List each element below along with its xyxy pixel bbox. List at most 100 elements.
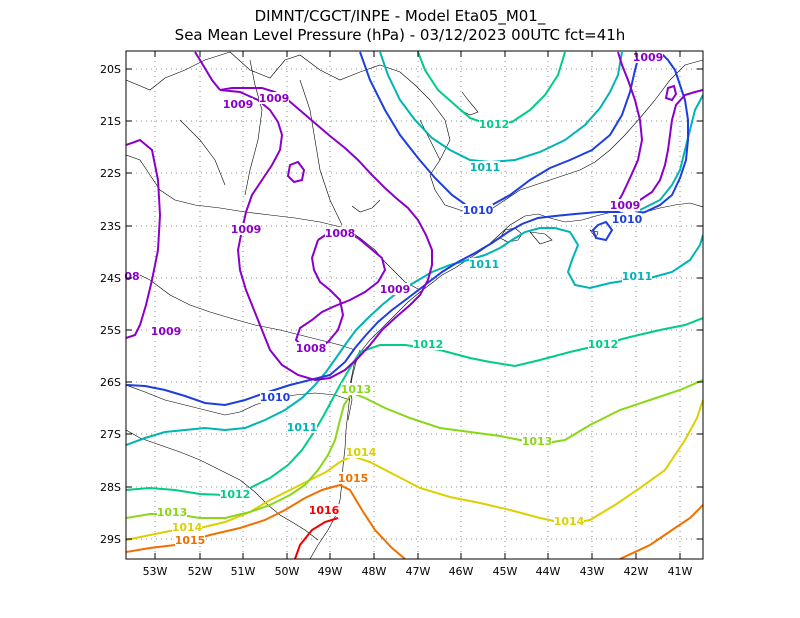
contour-label: 1015 [175,534,206,547]
contour-label: 08 [124,270,139,283]
lat-tick-label: 22S [100,167,121,180]
lat-tick-label: 28S [100,481,121,494]
isobar-1009-main [219,87,433,382]
contour-label-bg [287,421,317,433]
contour-label: 1011 [470,161,501,174]
contour-label: 1012 [413,338,444,351]
contour-label-bg [325,227,355,239]
contour-label: 1010 [260,391,291,404]
plot-frame [125,50,704,560]
lat-tick-label: 24S [100,272,121,285]
lat-tick-label: 27S [100,428,121,441]
contour-label-bg [151,325,181,337]
contour-label-bg [622,270,652,282]
isobar-1009-loop1 [286,160,306,184]
contour-label-bg [633,51,663,63]
contour-label: 1013 [341,383,372,396]
contour-label-bg [469,258,499,270]
isobar-1013 [126,379,703,519]
isobar-1015 [126,483,406,559]
lon-tick-label: 45W [493,565,518,578]
isobar-1010-loop [591,220,614,242]
contour-label: 1012 [220,488,251,501]
contour-label-bg [341,383,371,395]
contour-label: 1011 [622,270,653,283]
contour-label-bg [588,338,618,350]
contour-label: 1008 [296,342,327,355]
coastline [309,202,703,559]
contour-label-bg [479,118,509,130]
contour-label: 1009 [610,199,641,212]
contour-label-bg [157,506,187,518]
chart-title-line1: DIMNT/CGCT/INPE - Model Eta05_M01_ [254,7,546,25]
lat-tick-label: 20S [100,63,121,76]
river-network [179,59,479,226]
lon-tick-label: 48W [362,565,387,578]
contour-label: 1009 [223,98,254,111]
contour-label: 1013 [157,506,188,519]
isobar-1014 [126,399,703,541]
isobar-1016 [294,517,339,559]
lon-tick-label: 42W [624,565,649,578]
contour-label: 1011 [469,258,500,271]
contour-label: 1008 [325,227,356,240]
lon-tick-label: 46W [449,565,474,578]
isobar-1008 [294,231,387,349]
contour-label: 1010 [463,204,494,217]
lat-tick-label: 26S [100,376,121,389]
lon-tick-label: 51W [231,565,256,578]
axis-ticks [126,51,703,559]
lon-tick-label: 52W [188,565,213,578]
lon-tick-label: 47W [406,565,431,578]
lat-tick-label: 23S [100,220,121,233]
contour-label: 1009 [151,325,182,338]
contour-label: 1013 [522,435,553,448]
lon-tick-label: 44W [536,565,561,578]
contour-label: 1014 [172,521,203,534]
isobar-1009-loop2 [664,84,678,102]
contour-label: 1009 [231,223,262,236]
isobar-1011-ne [639,94,703,211]
contour-label-bg [470,161,500,173]
contour-label-bg [296,342,326,354]
contour-label-bg [172,521,202,533]
contour-labels: 1009 1009 1009 1009 1009 1009 1009 1008 1008 08 10… [124,51,663,547]
contour-label-bg [309,504,339,516]
contour-label: 1009 [259,92,290,105]
contour-label-bg [463,204,493,216]
contour-label: 1014 [554,515,585,528]
isobar-1011-north [379,51,623,164]
contour-label-bg [346,446,376,458]
contour-label-bg [231,223,261,235]
contour-label-bg [220,488,250,500]
contour-label-bg [610,199,640,211]
contour-label-bg [554,515,584,527]
chart-title-line2: Sea Mean Level Pressure (hPa) - 03/12/20… [174,26,626,44]
contour-label: 1009 [633,51,664,64]
isobar-1011 [126,227,703,446]
lon-tick-label: 43W [580,565,605,578]
contour-label: 1015 [338,472,369,485]
isobar-1009-west [126,138,162,339]
lat-tick-label: 29S [100,533,121,546]
bay-islands [499,227,599,245]
contour-label: 1014 [346,446,377,459]
coastline-borders [126,51,703,559]
contour-label: 1010 [612,213,643,226]
latitude-labels: 20S 21S 22S 23S 24S 25S 26S 27S 28S 29S [100,63,121,546]
lat-tick-label: 25S [100,324,121,337]
lon-tick-label: 50W [275,565,300,578]
contour-label: 1016 [309,504,340,517]
contour-label-bg [413,338,443,350]
lat-tick-label: 21S [100,115,121,128]
isobar-1012-north [417,51,566,127]
state-border-5 [126,429,319,541]
contour-label-bg [380,283,410,295]
contour-label-bg [260,391,290,403]
isobars [126,51,703,559]
state-border-2 [126,154,421,291]
contour-label-bg [522,435,552,447]
grid-lines [126,51,703,559]
contour-label: 1012 [479,118,510,131]
